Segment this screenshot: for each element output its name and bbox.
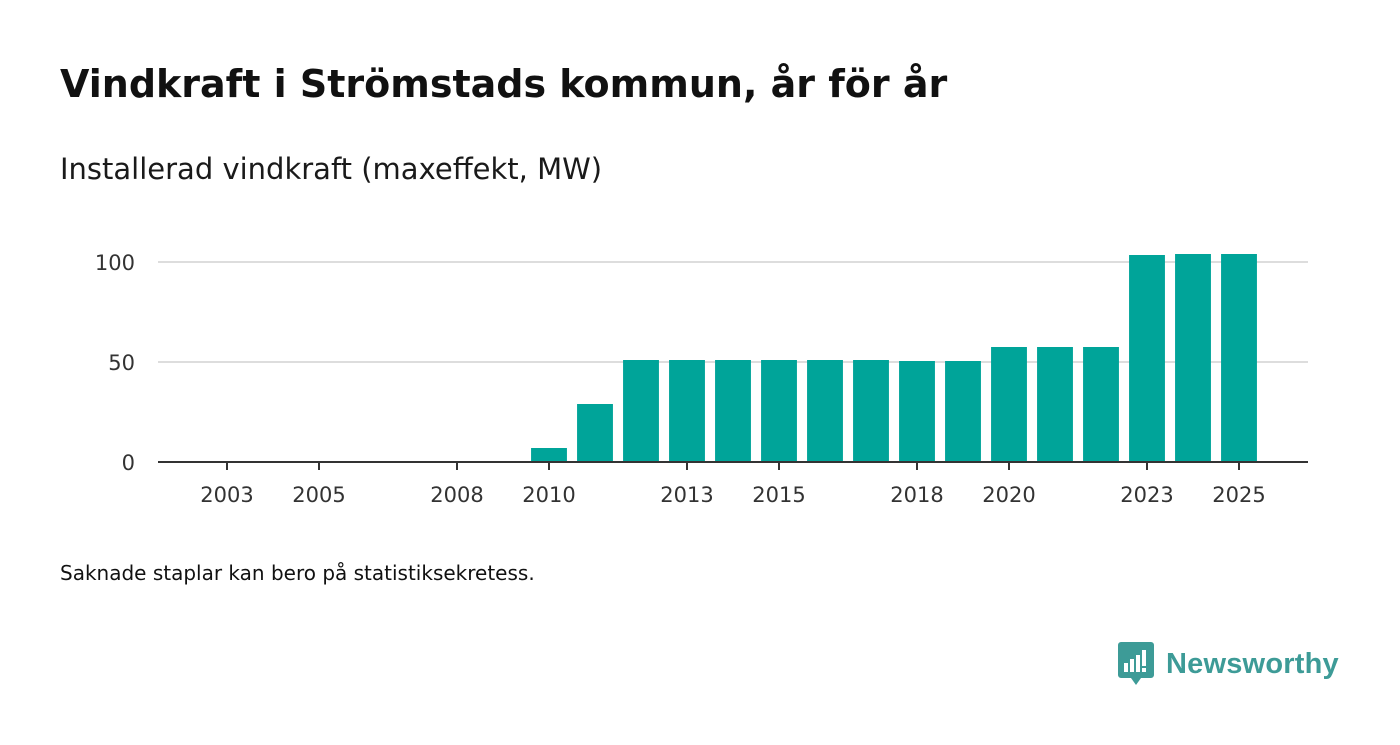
axes: 0 50 100 2003 2005 2008 2010 2013 2015 2018 2020 20… [95, 251, 1308, 507]
bar-2020 [991, 347, 1027, 462]
x-tick-label: 2003 [200, 483, 253, 507]
bar-2018 [899, 361, 935, 462]
brand-logo: Newsworthy [1118, 642, 1339, 686]
x-tick-label: 2008 [430, 483, 483, 507]
bar-2012 [623, 360, 659, 462]
x-tick-label: 2023 [1120, 483, 1173, 507]
y-tick-label: 0 [122, 451, 135, 475]
x-tick-label: 2020 [982, 483, 1035, 507]
bar-2014 [715, 360, 751, 462]
x-tick-label: 2025 [1212, 483, 1265, 507]
bar-2016 [807, 360, 843, 462]
newsworthy-logo-icon [1118, 642, 1154, 685]
x-tick-label: 2013 [660, 483, 713, 507]
x-tick-label: 2005 [292, 483, 345, 507]
bar-2021 [1037, 347, 1073, 462]
bars [531, 254, 1257, 462]
bar-2010 [531, 448, 567, 462]
bar-2024 [1175, 254, 1211, 462]
footnote: Saknade staplar kan bero på statistiksek… [60, 561, 535, 585]
bar-2019 [945, 361, 981, 462]
chart-title: Vindkraft i Strömstads kommun, år för år [60, 62, 948, 106]
bar-2025 [1221, 254, 1257, 462]
chart-subtitle: Installerad vindkraft (maxeffekt, MW) [60, 152, 603, 186]
y-tick-label: 50 [108, 351, 135, 375]
brand-name: Newsworthy [1166, 647, 1339, 680]
x-tick-label: 2010 [522, 483, 575, 507]
bar-2013 [669, 360, 705, 462]
bar-2022 [1083, 347, 1119, 462]
x-tick-label: 2015 [752, 483, 805, 507]
x-tick-label: 2018 [890, 483, 943, 507]
bar-2011 [577, 404, 613, 462]
bar-2017 [853, 360, 889, 462]
bar-chart: 0 50 100 2003 2005 2008 2010 2013 2015 2018 2020 20… [95, 251, 1308, 507]
y-tick-label: 100 [95, 251, 135, 275]
bar-2015 [761, 360, 797, 462]
bar-2023 [1129, 255, 1165, 462]
